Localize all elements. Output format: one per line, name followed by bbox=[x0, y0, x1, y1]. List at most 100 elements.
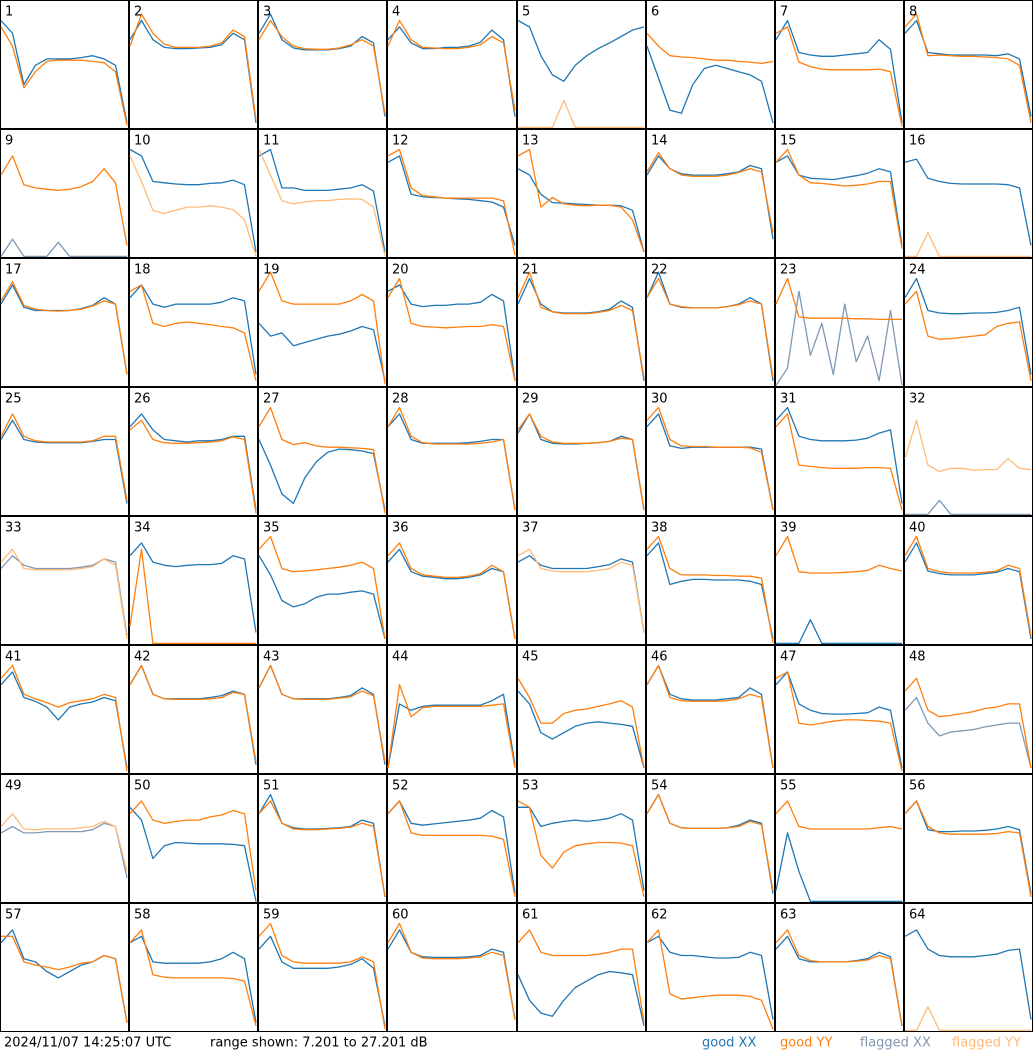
spectrum-line bbox=[258, 19, 386, 114]
panel-frame bbox=[129, 0, 258, 129]
spectrum-line bbox=[129, 148, 257, 253]
panel-frame bbox=[258, 258, 387, 387]
spectrum-line bbox=[775, 26, 903, 127]
spectrum-line bbox=[0, 548, 128, 640]
spectrum-line bbox=[387, 684, 516, 769]
panel-frame bbox=[517, 258, 646, 387]
panel-frame bbox=[129, 387, 258, 516]
panel-title: 64 bbox=[909, 908, 926, 923]
panel-frame bbox=[646, 903, 775, 1032]
panel-title: 23 bbox=[780, 263, 797, 278]
spectrum-line bbox=[904, 542, 1032, 640]
panel-frame bbox=[387, 258, 517, 387]
spectrum-line bbox=[904, 277, 1032, 375]
legend-entry: good XX bbox=[702, 1036, 756, 1051]
spectrum-line bbox=[0, 419, 128, 504]
spectrum-line bbox=[0, 664, 128, 772]
spectrum-line bbox=[129, 664, 257, 762]
spectrum-line bbox=[129, 929, 257, 1027]
spectrum-line bbox=[258, 922, 386, 1030]
panel-title: 24 bbox=[909, 263, 926, 278]
panel-title: 42 bbox=[134, 650, 151, 665]
panel-title: 50 bbox=[134, 779, 151, 794]
spectrum-line bbox=[517, 413, 645, 511]
spectrum-line bbox=[904, 158, 1032, 246]
spectrum-line bbox=[775, 413, 903, 511]
spectrum-line bbox=[646, 929, 774, 1030]
spectrum-line bbox=[517, 19, 645, 82]
spectrum-line bbox=[387, 542, 516, 640]
panel-frame bbox=[646, 645, 775, 774]
spectrum-line bbox=[646, 406, 774, 511]
panel-frame bbox=[258, 387, 387, 516]
panel-title: 41 bbox=[5, 650, 22, 665]
spectrum-line bbox=[775, 800, 903, 830]
panel-title: 45 bbox=[522, 650, 539, 665]
panel-frame bbox=[517, 516, 646, 645]
spectrum-line bbox=[775, 535, 903, 574]
panel-frame bbox=[129, 516, 258, 645]
panel-title: 46 bbox=[651, 650, 668, 665]
panel-title: 1 bbox=[5, 5, 13, 20]
panel-frame bbox=[646, 129, 775, 258]
panel-frame bbox=[775, 0, 904, 129]
spectrum-line bbox=[518, 806, 645, 891]
panel-frame bbox=[387, 903, 517, 1032]
spectrum-line bbox=[775, 148, 903, 249]
spectrum-line bbox=[387, 548, 516, 640]
spectrum-line bbox=[517, 800, 645, 898]
panel-title: 33 bbox=[5, 521, 22, 536]
panel-frame bbox=[387, 774, 517, 903]
spectrum-line bbox=[258, 271, 386, 385]
panel-frame bbox=[387, 516, 517, 645]
panel-frame bbox=[517, 129, 646, 258]
spectrum-line bbox=[0, 20, 128, 124]
spectrum-line bbox=[258, 935, 386, 1027]
panel-frame bbox=[258, 0, 387, 129]
panel-frame bbox=[775, 516, 904, 645]
spectrum-line bbox=[775, 406, 903, 504]
legend-entry: flagged XX bbox=[860, 1036, 931, 1051]
timestamp: 2024/11/07 14:25:07 UTC bbox=[4, 1036, 171, 1051]
spectrum-line bbox=[258, 555, 386, 640]
spectrum-line bbox=[646, 793, 774, 891]
spectrum-line bbox=[646, 664, 774, 769]
legend-entry: good YY bbox=[780, 1036, 832, 1051]
panel-frame bbox=[258, 645, 387, 774]
panel-title: 11 bbox=[263, 134, 280, 149]
spectrum-line bbox=[0, 671, 128, 769]
panel-title: 8 bbox=[909, 5, 917, 20]
panel-title: 3 bbox=[263, 5, 271, 20]
spectrum-line bbox=[646, 664, 774, 769]
panel-title: 60 bbox=[392, 908, 409, 923]
spectrum-line bbox=[129, 284, 257, 382]
spectrum-line bbox=[517, 555, 645, 633]
panel-frame bbox=[129, 645, 258, 774]
spectrum-line bbox=[0, 238, 127, 258]
panel-title: 52 bbox=[392, 779, 409, 794]
spectrum-line bbox=[775, 290, 903, 386]
panel-title: 59 bbox=[263, 908, 280, 923]
panel-frame bbox=[129, 903, 258, 1032]
legend-entry: flagged YY bbox=[952, 1036, 1021, 1051]
panel-frame bbox=[258, 903, 387, 1032]
spectrum-line bbox=[387, 413, 516, 511]
panel-title: 25 bbox=[5, 392, 22, 407]
panel-title: 34 bbox=[134, 521, 151, 536]
panel-title: 31 bbox=[780, 392, 797, 407]
panel-title: 56 bbox=[909, 779, 926, 794]
spectrum-line bbox=[904, 535, 1032, 636]
spectrum-line bbox=[646, 535, 774, 643]
spectrum-line bbox=[905, 499, 1031, 516]
spectrum-line bbox=[129, 806, 257, 902]
spectrum-line bbox=[387, 284, 516, 381]
spectrum-line bbox=[904, 929, 1032, 1020]
spectrum-line bbox=[129, 13, 257, 120]
panel-title: 5 bbox=[522, 5, 530, 20]
spectrum-line bbox=[517, 690, 645, 769]
panel-frame bbox=[775, 903, 904, 1032]
panel-title: 16 bbox=[909, 134, 926, 149]
spectrum-line bbox=[129, 419, 257, 514]
